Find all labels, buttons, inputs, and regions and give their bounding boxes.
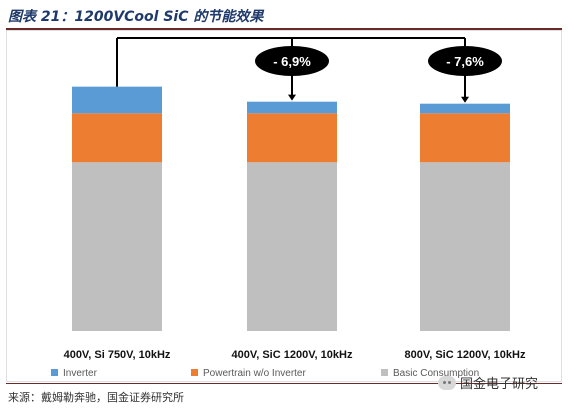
bar-segment-3-1: [420, 162, 510, 331]
watermark: 国金电子研究: [438, 373, 538, 392]
bar-segment-2-1: [247, 162, 337, 331]
bars-layer: [72, 86, 510, 331]
bar-segment-2-3: [247, 101, 337, 114]
bar-segment-1-1: [72, 162, 162, 331]
legend-label-2: Powertrain w/o Inverter: [203, 368, 306, 379]
bar-segment-1-3: [72, 86, 162, 114]
category-label-1: 400V, Si 750V, 10kHz: [64, 349, 171, 361]
category-label-2: 400V, SiC 1200V, 10kHz: [232, 349, 353, 361]
annotations-layer: - 6,9% - 7,6%: [116, 37, 502, 103]
category-labels: 400V, Si 750V, 10kHz 400V, SiC 1200V, 10k…: [64, 349, 526, 361]
watermark-text: 国金电子研究: [460, 377, 539, 392]
bracket-arrow-1: [288, 94, 296, 101]
title-rule: [6, 28, 562, 30]
legend-label-3: Basic Consumption: [393, 368, 479, 379]
annotation-badge-1: [255, 46, 329, 76]
legend-swatch-2: [191, 369, 198, 376]
legend-label-1: Inverter: [63, 368, 98, 379]
annotation-label-1: - 6,9%: [273, 54, 311, 69]
bottom-rule: [6, 383, 562, 384]
legend-swatch-1: [51, 369, 58, 376]
source-note: 来源：戴姆勒奔驰，国金证券研究所: [8, 391, 184, 404]
figure-title: 图表 21：1200VCool SiC 的节能效果: [8, 9, 264, 25]
bar-segment-3-2: [420, 113, 510, 163]
legend: Inverter Powertrain w/o Inverter Basic Con…: [51, 368, 479, 379]
bar-segment-3-3: [420, 103, 510, 114]
bracket-arrow-2: [461, 96, 469, 103]
annotation-badge-2: [428, 46, 502, 76]
chart-panel: - 6,9% - 7,6% 400V, Si 750V, 10kHz 400V, S…: [6, 30, 562, 382]
legend-swatch-3: [381, 369, 388, 376]
category-label-3: 800V, SiC 1200V, 10kHz: [405, 349, 526, 361]
bar-segment-1-2: [72, 113, 162, 163]
annotation-label-2: - 7,6%: [446, 54, 484, 69]
stacked-bar-chart: - 6,9% - 7,6% 400V, Si 750V, 10kHz 400V, S…: [51, 37, 526, 379]
bar-segment-2-2: [247, 113, 337, 163]
wechat-icon: [438, 375, 456, 390]
